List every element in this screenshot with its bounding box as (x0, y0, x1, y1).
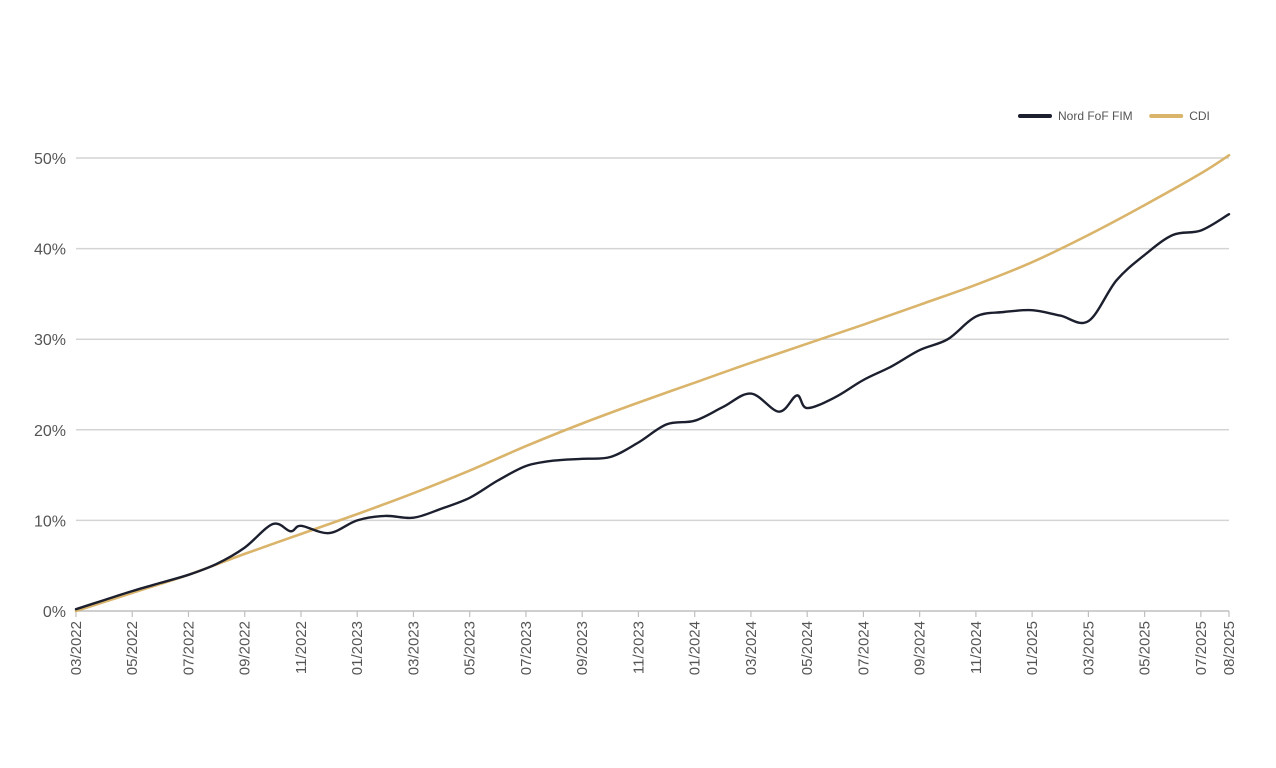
y-tick-label: 20% (34, 423, 66, 440)
legend-label-cdi: CDI (1189, 109, 1210, 123)
y-tick-label: 10% (34, 513, 66, 530)
x-tick-label: 07/2023 (518, 621, 535, 675)
x-tick-label: 03/2023 (406, 621, 423, 675)
x-tick-label: 07/2024 (855, 621, 872, 675)
legend: Nord FoF FIM CDI (1018, 109, 1210, 123)
x-tick-label: 09/2023 (574, 621, 591, 675)
y-tick-label: 50% (34, 151, 66, 168)
x-tick-label: 05/2023 (462, 621, 479, 675)
x-tick-label: 08/2025 (1221, 621, 1238, 675)
x-tick-label: 11/2022 (293, 621, 310, 674)
x-tick-label: 05/2024 (799, 621, 816, 675)
x-tick-label: 01/2024 (687, 621, 704, 675)
series-line-nord-fof-fim (74, 213, 1231, 611)
y-tick-label: 0% (43, 604, 66, 621)
x-tick-label: 05/2022 (124, 621, 141, 675)
x-tick-label: 03/2025 (1080, 621, 1097, 675)
x-tick-label: 03/2022 (68, 621, 85, 675)
x-tick-label: 05/2025 (1137, 621, 1154, 675)
legend-label-nord-fof-fim: Nord FoF FIM (1058, 109, 1133, 123)
x-tick-label: 09/2022 (237, 621, 254, 675)
x-tick-label: 01/2023 (349, 621, 366, 675)
x-tick-label: 07/2025 (1193, 621, 1210, 675)
series-line-cdi (74, 154, 1231, 613)
x-tick-label: 03/2024 (743, 621, 760, 675)
x-axis: 03/2022 05/2022 07/2022 09/2022 11/2022 01/20… (68, 611, 1238, 675)
y-tick-label: 40% (34, 242, 66, 259)
series-lines (74, 154, 1231, 613)
y-tick-label: 30% (34, 332, 66, 349)
x-tick-label: 01/2025 (1024, 621, 1041, 675)
grid-lines (76, 157, 1229, 612)
x-tick-label: 07/2022 (181, 621, 198, 675)
x-tick-label: 11/2024 (968, 621, 985, 674)
y-axis: 0% 10% 20% 30% 40% 50% (34, 151, 66, 621)
x-tick-label: 11/2023 (630, 621, 647, 674)
x-tick-label: 09/2024 (912, 621, 929, 675)
